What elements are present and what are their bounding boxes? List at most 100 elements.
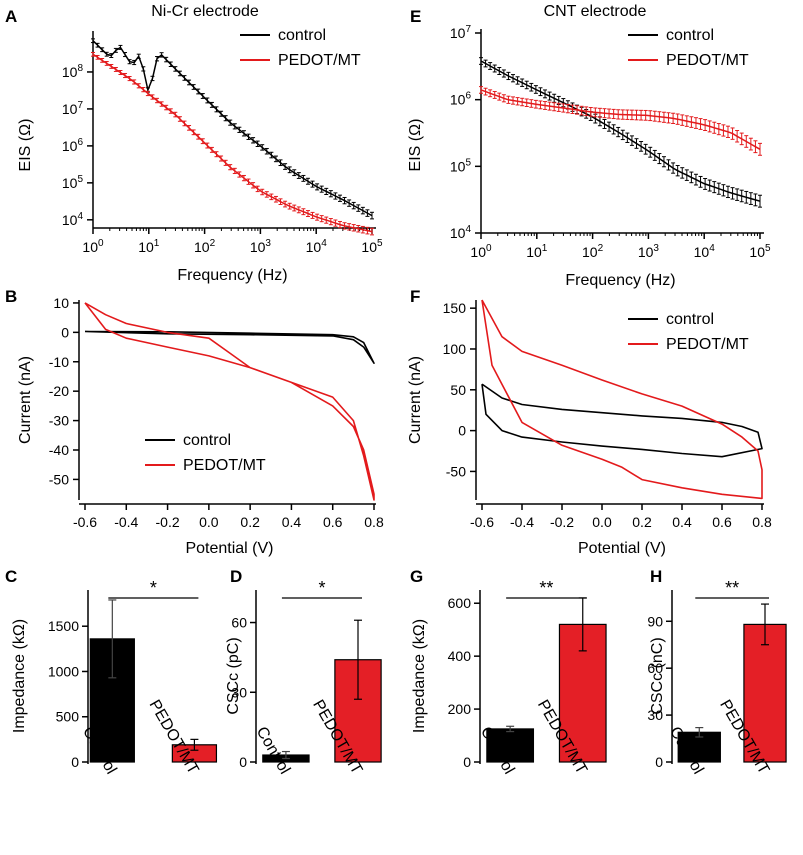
y-tick-label: 10 [53,295,69,311]
y-tick-label: 104 [62,211,84,228]
y-tick-label: 400 [448,648,472,664]
y-tick-label: 107 [450,24,472,41]
y-tick-label: 1000 [48,663,79,679]
y-tick-label: 107 [62,100,84,117]
y-tick-label: 60 [231,615,247,631]
category-label-pedot: PEDOT/MT [146,697,202,777]
significance-marker: * [318,578,325,598]
y-tick-label: -30 [49,413,69,429]
series-control-errorbars [479,57,762,208]
panel-label-b: B [5,287,17,306]
y-tick-label: 0 [458,423,466,439]
y-tick-label: 50 [450,382,466,398]
x-tick-label: 0.4 [282,514,302,530]
panel-label-c: C [5,567,17,586]
y-tick-label: 500 [56,709,80,725]
x-tick-label: 0.0 [592,514,612,530]
x-tick-label: 103 [638,243,660,260]
x-tick-label: 0.6 [323,514,343,530]
y-tick-label: 60 [647,660,663,676]
x-tick-label: 0.2 [240,514,260,530]
x-tick-label: 105 [361,238,383,255]
panel-label-h: H [650,567,662,586]
bar-pedot [743,623,787,763]
x-tick-label: 0.4 [672,514,692,530]
y-axis-label: CSCc (pC) [225,637,242,714]
y-axis-label: Impedance (kΩ) [11,619,28,733]
series-pedot-line [480,89,761,150]
series-pedot-line [481,299,763,500]
x-axis-label: Potential (V) [185,540,273,557]
x-tick-label: -0.4 [510,514,534,530]
series-control-line [480,60,761,202]
category-label-control: Control [253,724,294,777]
y-axis-label: Current (nA) [17,356,34,444]
panel-label-a: A [5,7,17,26]
panel-title: Ni-Cr electrode [151,3,259,20]
significance-marker: * [150,578,157,598]
y-tick-label: -50 [446,463,466,479]
y-tick-label: 200 [448,701,472,717]
legend-label-pedot: PEDOT/MT [278,52,361,69]
legend-label-control: control [183,432,231,449]
x-tick-label: 100 [82,238,104,255]
y-tick-label: 150 [443,300,467,316]
y-tick-label: 0 [463,754,471,770]
panel-title: CNT electrode [544,3,647,20]
y-tick-label: 0 [239,754,247,770]
x-axis-label: Frequency (Hz) [565,272,675,289]
series-control-line [481,383,763,458]
y-tick-label: -10 [49,354,69,370]
y-tick-label: 0 [61,324,69,340]
y-tick-label: 108 [62,63,84,80]
legend-label-control: control [278,27,326,44]
y-axis-label: EIS (Ω) [17,119,34,172]
y-tick-label: 0 [655,754,663,770]
y-tick-label: 90 [647,613,663,629]
x-tick-label: 104 [694,243,716,260]
x-tick-label: -0.4 [114,514,138,530]
significance-marker: ** [725,578,739,598]
series-pedot-errorbars [479,86,762,156]
series-control-line [84,330,375,364]
y-axis-label: EIS (Ω) [407,119,424,172]
y-tick-label: 100 [443,341,467,357]
panel-label-e: E [410,7,421,26]
legend-label-control: control [666,311,714,328]
y-tick-label: -20 [49,383,69,399]
y-tick-label: 30 [231,684,247,700]
x-tick-label: 0.2 [632,514,652,530]
x-tick-label: -0.2 [156,514,180,530]
y-tick-label: 1500 [48,618,79,634]
series-pedot-errorbars [91,51,374,236]
legend-label-control: control [666,27,714,44]
x-tick-label: 104 [306,238,328,255]
y-tick-label: 0 [71,754,79,770]
legend-label-pedot: PEDOT/MT [666,52,749,69]
y-tick-label: 104 [450,224,472,241]
x-tick-label: 102 [582,243,604,260]
series-pedot-line [92,53,373,233]
x-tick-label: 105 [749,243,771,260]
y-tick-label: 106 [62,137,84,154]
y-tick-label: -40 [49,442,69,458]
bar-control [486,728,535,763]
y-tick-label: 105 [62,174,84,191]
x-tick-label: 101 [526,243,548,260]
x-tick-label: -0.2 [550,514,574,530]
series-control-line [92,40,373,217]
series-pedot-line [84,302,375,501]
x-tick-label: -0.6 [470,514,494,530]
y-tick-label: 105 [450,157,472,174]
x-tick-label: 103 [250,238,272,255]
y-tick-label: -50 [49,471,69,487]
x-tick-label: 102 [194,238,216,255]
y-axis-label: Current (nA) [407,356,424,444]
x-tick-label: 101 [138,238,160,255]
x-tick-label: 100 [470,243,492,260]
x-tick-label: 0.6 [712,514,732,530]
x-tick-label: 0.8 [364,514,384,530]
legend-label-pedot: PEDOT/MT [183,457,266,474]
x-tick-label: -0.6 [73,514,97,530]
